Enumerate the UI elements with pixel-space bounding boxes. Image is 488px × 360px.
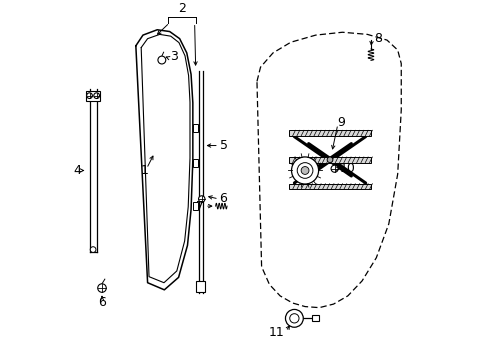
- Bar: [288, 130, 370, 136]
- Bar: [288, 157, 370, 163]
- Circle shape: [330, 165, 338, 172]
- Circle shape: [158, 56, 165, 64]
- Bar: [193, 202, 198, 210]
- Text: 3: 3: [169, 50, 177, 63]
- Circle shape: [86, 93, 92, 99]
- Bar: [311, 315, 319, 321]
- Text: 5: 5: [219, 139, 227, 152]
- Text: 8: 8: [373, 32, 381, 45]
- Circle shape: [326, 157, 332, 163]
- Circle shape: [90, 247, 96, 252]
- Text: 9: 9: [336, 116, 345, 129]
- Text: 6: 6: [219, 193, 227, 206]
- Text: 2: 2: [178, 2, 186, 15]
- Bar: [288, 184, 370, 189]
- Circle shape: [94, 93, 99, 99]
- Text: 11: 11: [268, 326, 284, 339]
- Bar: [193, 124, 198, 132]
- Text: 7: 7: [195, 199, 203, 213]
- Circle shape: [291, 157, 318, 184]
- Text: 1: 1: [141, 164, 148, 177]
- Circle shape: [198, 196, 204, 202]
- Circle shape: [289, 314, 298, 323]
- Bar: [193, 159, 198, 167]
- Bar: [86, 91, 100, 101]
- Bar: [196, 281, 204, 292]
- Circle shape: [301, 167, 308, 174]
- Circle shape: [297, 163, 312, 178]
- Text: 4: 4: [73, 164, 81, 177]
- Circle shape: [285, 310, 303, 327]
- Text: 6: 6: [98, 296, 106, 309]
- Text: 10: 10: [339, 162, 355, 175]
- Circle shape: [98, 284, 106, 292]
